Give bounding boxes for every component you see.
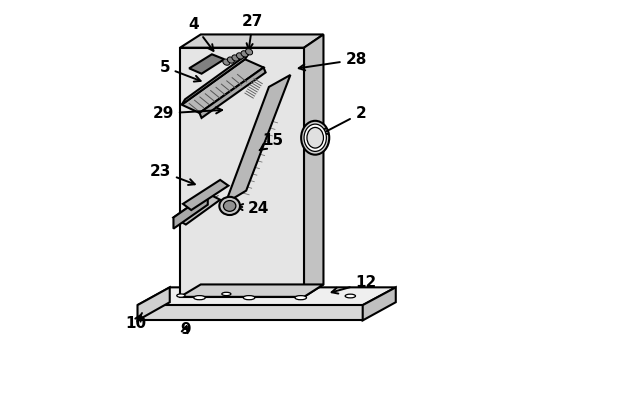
Text: 9: 9 <box>180 322 191 337</box>
Polygon shape <box>138 305 363 320</box>
Polygon shape <box>174 193 220 225</box>
Ellipse shape <box>301 121 329 155</box>
Polygon shape <box>189 54 224 74</box>
Ellipse shape <box>304 124 326 151</box>
Ellipse shape <box>243 296 255 300</box>
Polygon shape <box>304 35 323 297</box>
Ellipse shape <box>193 296 205 300</box>
Polygon shape <box>138 287 170 320</box>
Text: 27: 27 <box>242 14 263 50</box>
Ellipse shape <box>307 127 323 148</box>
Text: 29: 29 <box>153 106 222 121</box>
Ellipse shape <box>295 296 307 300</box>
Text: 2: 2 <box>321 106 366 134</box>
Ellipse shape <box>345 294 355 298</box>
Text: 28: 28 <box>298 52 366 70</box>
Polygon shape <box>183 180 229 210</box>
Ellipse shape <box>222 292 231 296</box>
Text: 15: 15 <box>260 133 284 150</box>
Polygon shape <box>180 48 304 297</box>
Ellipse shape <box>219 197 240 215</box>
Ellipse shape <box>237 53 243 59</box>
Polygon shape <box>180 35 323 48</box>
Ellipse shape <box>227 57 234 63</box>
Text: 12: 12 <box>332 275 376 294</box>
Ellipse shape <box>245 49 253 55</box>
Ellipse shape <box>232 55 239 61</box>
Polygon shape <box>174 193 208 229</box>
Polygon shape <box>138 287 396 305</box>
Ellipse shape <box>177 294 185 297</box>
Ellipse shape <box>241 51 248 57</box>
Polygon shape <box>363 287 396 320</box>
Polygon shape <box>182 59 263 113</box>
Polygon shape <box>180 285 323 297</box>
Text: 23: 23 <box>150 164 195 185</box>
Text: 10: 10 <box>125 313 146 331</box>
Polygon shape <box>226 75 290 203</box>
Ellipse shape <box>224 201 236 211</box>
Ellipse shape <box>223 59 230 65</box>
Text: 5: 5 <box>159 59 201 82</box>
Text: 24: 24 <box>237 201 269 216</box>
Polygon shape <box>182 53 249 105</box>
Text: 4: 4 <box>188 17 213 51</box>
Polygon shape <box>200 67 266 118</box>
